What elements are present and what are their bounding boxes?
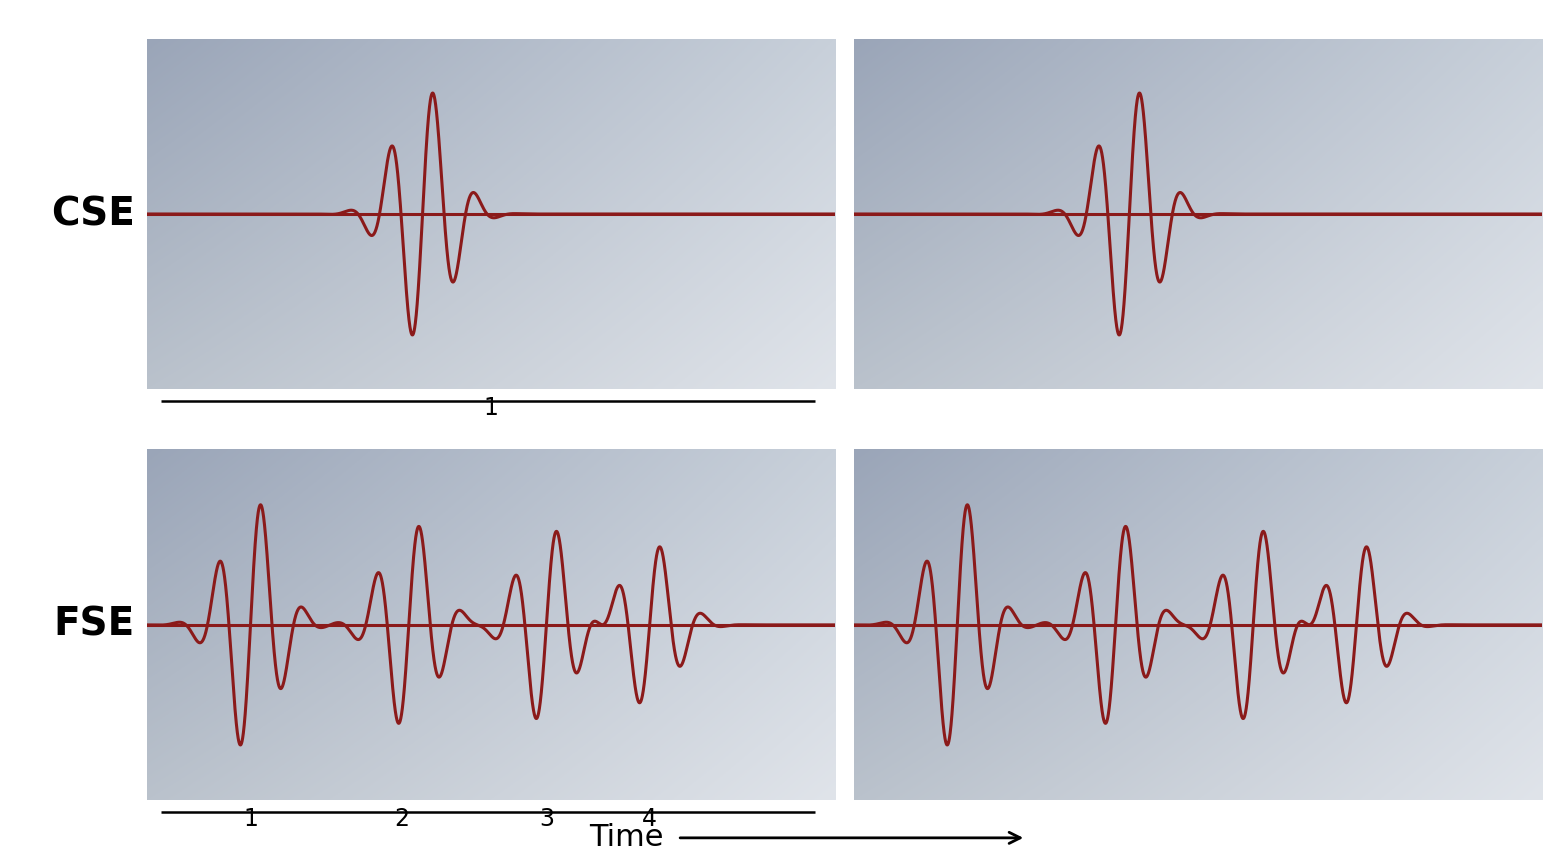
- Text: 1: 1: [484, 396, 499, 420]
- Text: Time: Time: [589, 823, 663, 853]
- Text: 2: 2: [394, 807, 409, 831]
- Text: CSE: CSE: [51, 195, 135, 233]
- Text: 3: 3: [539, 807, 553, 831]
- Text: 4: 4: [642, 807, 657, 831]
- Text: FSE: FSE: [54, 606, 135, 644]
- Text: 1: 1: [243, 807, 257, 831]
